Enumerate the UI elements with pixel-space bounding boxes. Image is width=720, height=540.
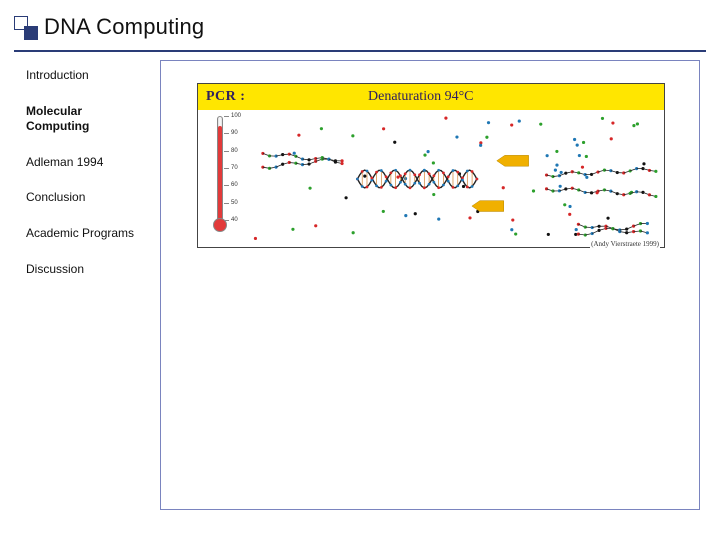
sidebar-item-0[interactable]: Introduction [26,68,146,84]
sidebar-item-4[interactable]: Academic Programs [26,226,146,242]
figure-header-right: Denaturation 94°C [368,89,474,105]
figure-header-left: PCR : [206,89,245,105]
title-divider [14,50,706,52]
sidebar-item-1[interactable]: Molecular Computing [26,104,146,135]
pcr-figure: PCR : Denaturation 94°C 405060708090100 … [197,83,665,248]
sidebar-item-2[interactable]: Adleman 1994 [26,155,146,171]
sidebar-item-5[interactable]: Discussion [26,262,146,278]
sidebar-nav: Introduction Molecular Computing Adleman 1… [26,68,146,297]
thermometer-icon: 405060708090100 [208,116,230,236]
figure-header: PCR : Denaturation 94°C [198,84,664,110]
dna-diagram [238,114,660,243]
page-title: DNA Computing [44,14,204,40]
sidebar-item-3[interactable]: Conclusion [26,190,146,206]
figure-credit: (Andy Vierstraete 1999) [590,240,660,248]
title-bullet-icon [14,16,40,42]
content-frame: PCR : Denaturation 94°C 405060708090100 … [160,60,700,510]
